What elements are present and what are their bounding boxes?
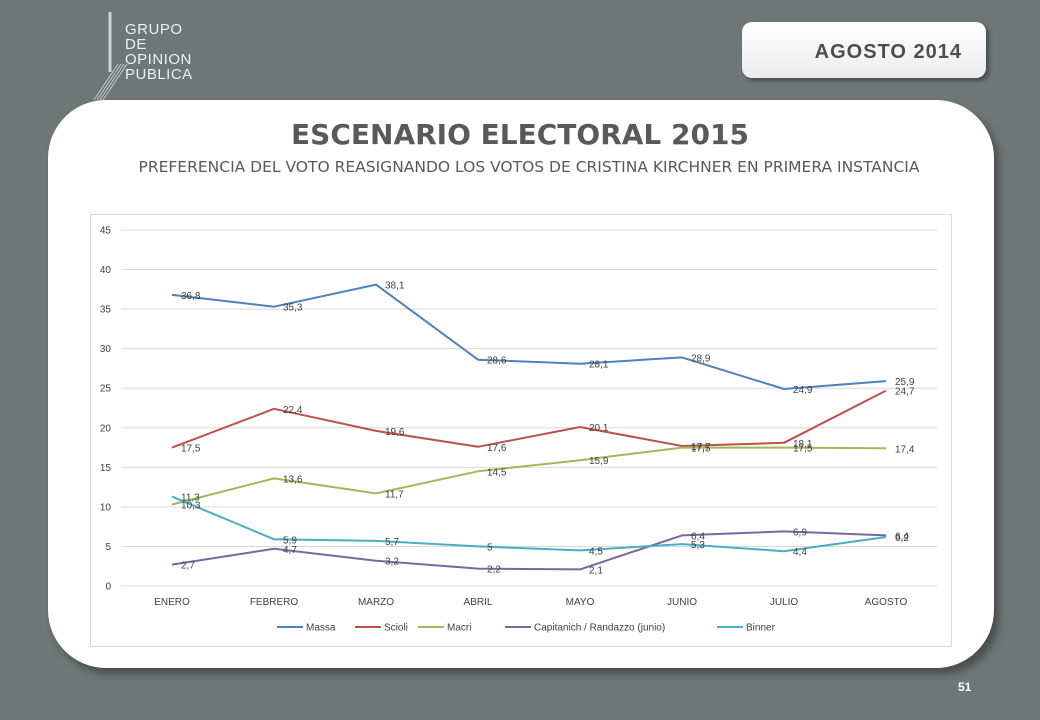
data-label: 5,3 [691,540,705,551]
data-label: 11,3 [181,493,200,504]
data-label: 22,4 [283,405,303,416]
x-tick-label: JUNIO [667,597,697,608]
data-label: 24,9 [793,385,813,396]
data-label: 4,4 [793,547,807,558]
data-label: 25,9 [895,377,915,388]
data-label: 35,3 [283,303,303,314]
data-label: 17,7 [691,442,711,453]
grupo-opinion-publica-logo: GRUPO DE OPINION PUBLICA [88,12,228,102]
page-subtitle: PREFERENCIA DEL VOTO REASIGNANDO LOS VOT… [138,158,920,176]
data-label: 2,1 [589,565,603,576]
y-tick-label: 40 [100,265,112,276]
data-label: 6,9 [793,527,807,538]
data-label: 17,5 [793,444,813,455]
page-title: ESCENARIO ELECTORAL 2015 [291,118,749,151]
data-label: 24,7 [895,387,915,398]
data-label: 2,7 [181,561,195,572]
date-badge: AGOSTO 2014 [742,22,986,78]
y-tick-label: 25 [100,384,112,395]
data-label: 20,1 [589,423,609,434]
logo-lines-icon [93,12,128,101]
series-line [171,283,887,390]
series-line [171,446,887,506]
data-label: 28,6 [487,356,507,367]
y-tick-label: 15 [100,463,112,474]
data-label: 19,6 [385,427,405,438]
x-tick-label: ABRIL [464,597,493,608]
data-label: 4,5 [589,546,603,557]
x-tick-label: ENERO [154,597,190,608]
x-tick-label: FEBRERO [250,597,299,608]
legend-label: Capitanich / Randazzo (junio) [534,623,665,634]
y-tick-label: 5 [105,542,111,553]
legend-label: Binner [746,623,776,634]
data-label: 36,8 [181,291,201,302]
series-line [171,495,887,553]
data-label: 38,1 [385,281,405,292]
data-label: 6,4 [895,531,909,542]
x-tick-label: JULIO [770,597,799,608]
data-label: 2,2 [487,565,501,576]
data-label: 17,4 [895,444,915,455]
data-label: 28,9 [691,353,711,364]
data-label: 5 [487,542,493,553]
data-label: 6,2 [895,533,909,544]
data-label: 11,7 [385,489,404,500]
logo-line: OPINION [125,51,192,68]
data-label: 4,7 [283,545,297,556]
y-tick-label: 20 [100,423,112,434]
line-chart: 0 5 10 15 20 25 30 35 40 45 ENERO FEBRERO MARZO ABRIL… [100,226,937,634]
data-label: 5,9 [283,535,297,546]
data-label: 17,5 [181,444,201,455]
y-tick-label: 0 [105,582,111,593]
data-label: 5,7 [385,537,399,548]
x-tick-label: MAYO [566,597,595,608]
series-line [171,389,887,449]
x-tick-label: AGOSTO [865,597,908,608]
y-tick-label: 35 [100,305,112,316]
y-tick-label: 45 [100,226,112,237]
data-label: 15,9 [589,456,609,467]
legend-label: Scioli [384,623,408,634]
legend-label: Macri [447,623,471,634]
data-label: 3,2 [385,557,399,568]
data-label: 28,1 [589,360,609,371]
data-label: 17,6 [487,443,507,454]
logo-text: GRUPO DE OPINION PUBLICA [125,22,193,82]
data-label: 13,6 [283,474,303,485]
y-tick-label: 10 [100,502,112,513]
data-label: 17,5 [691,444,711,455]
series-line [171,530,887,571]
x-tick-label: MARZO [358,597,394,608]
data-label: 14,5 [487,467,507,478]
logo-line: DE [125,36,147,53]
y-tick-label: 30 [100,344,112,355]
data-label: 10,3 [181,501,201,512]
data-label: 18,1 [793,439,813,450]
logo-line: GRUPO [125,21,183,38]
page-number: 51 [958,680,972,694]
chart-area: 0 5 10 15 20 25 30 35 40 45 ENERO FEBRERO MARZO ABRIL… [90,214,952,647]
data-label: 6,4 [691,531,705,542]
logo-line: PUBLICA [125,66,193,83]
legend-label: Massa [306,623,336,634]
